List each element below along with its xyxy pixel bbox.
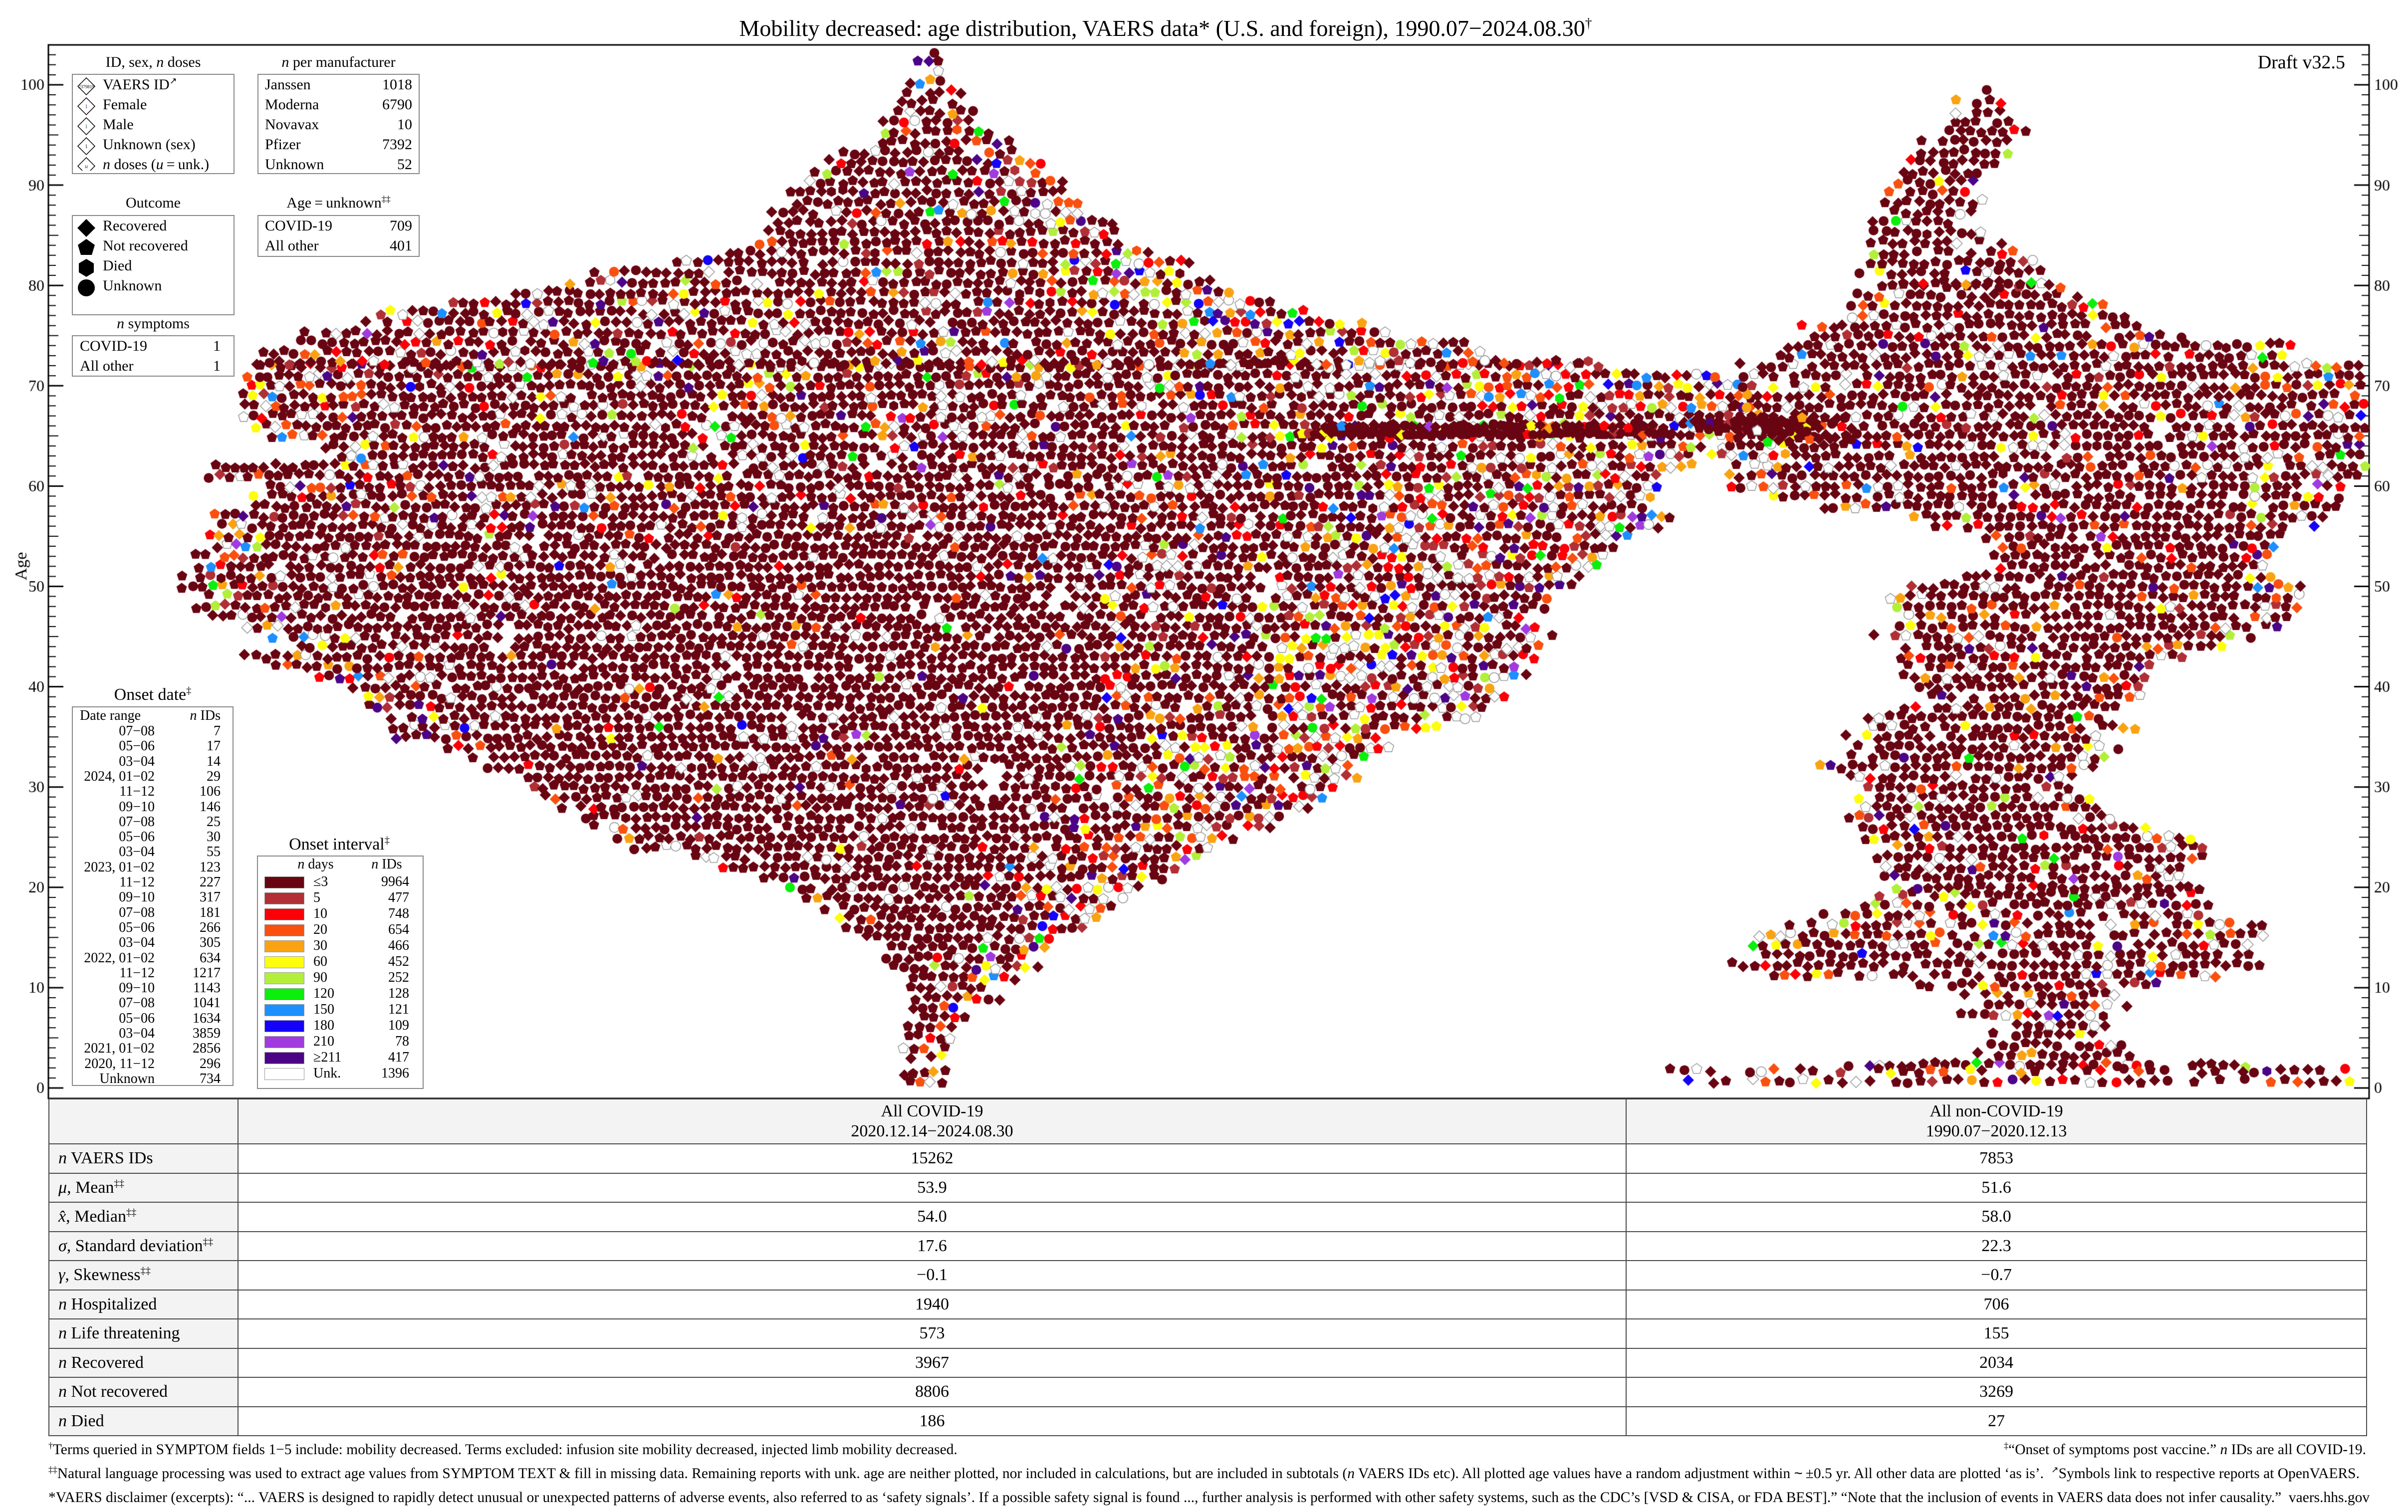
svg-text:1: 1 [85, 103, 88, 110]
svg-text:2379819: 2379819 [78, 84, 94, 89]
svg-text:1: 1 [85, 143, 88, 150]
svg-text:1: 1 [85, 123, 88, 130]
svg-text:u: u [85, 163, 88, 170]
